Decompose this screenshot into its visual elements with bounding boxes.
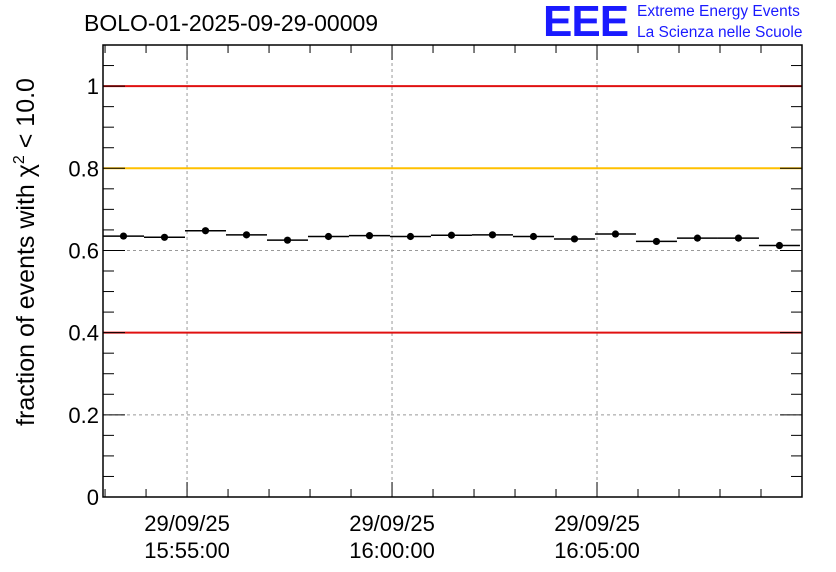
x-tick-label-date: 29/09/25 bbox=[349, 511, 435, 536]
y-axis-label-main: fraction of events with χ bbox=[12, 164, 40, 426]
data-point bbox=[529, 232, 538, 241]
plot-border bbox=[102, 44, 803, 498]
x-tick-label-time: 16:00:00 bbox=[349, 538, 435, 563]
data-point bbox=[119, 232, 128, 240]
data-point bbox=[365, 232, 374, 240]
data-point bbox=[242, 231, 251, 239]
data-point bbox=[488, 231, 497, 239]
y-axis-label-superscript: 2 bbox=[11, 155, 28, 164]
reference-lines bbox=[103, 85, 802, 334]
data-point bbox=[611, 230, 620, 238]
data-point bbox=[201, 227, 210, 235]
plot-frame bbox=[102, 44, 803, 498]
y-tick-label: 1 bbox=[87, 74, 99, 99]
data-point bbox=[447, 231, 456, 239]
x-tick-label-time: 15:55:00 bbox=[144, 538, 230, 563]
y-tick-label: 0.2 bbox=[68, 403, 99, 428]
data-point bbox=[775, 241, 784, 250]
x-tick-label-date: 29/09/25 bbox=[144, 511, 230, 536]
grid-lines bbox=[103, 45, 802, 497]
chart-title: BOLO-01-2025-09-29-00009 bbox=[84, 10, 379, 36]
x-tick-label-time: 16:05:00 bbox=[554, 538, 640, 563]
data-points bbox=[103, 227, 800, 250]
data-point bbox=[693, 234, 702, 242]
data-point bbox=[283, 236, 292, 244]
logo-subtitle-line2: La Scienza nelle Scuole bbox=[637, 24, 803, 41]
y-tick-label: 0 bbox=[87, 485, 99, 510]
data-point bbox=[570, 235, 579, 243]
y-tick-label: 0.8 bbox=[68, 156, 99, 181]
data-point bbox=[324, 232, 333, 241]
y-tick-label: 0.6 bbox=[68, 238, 99, 263]
y-axis-label-tail: < 10.0 bbox=[12, 78, 40, 155]
data-point bbox=[160, 233, 169, 241]
data-point bbox=[406, 232, 415, 241]
logo-subtitle-line1: Extreme Energy Events bbox=[637, 3, 800, 20]
x-tick-label-date: 29/09/25 bbox=[554, 511, 640, 536]
data-point bbox=[734, 234, 743, 242]
y-axis-ticks: 0 0.2 0.4 0.6 0.8 1 bbox=[68, 44, 802, 510]
data-point bbox=[652, 237, 661, 246]
x-axis-ticks: 29/09/2515:55:0029/09/2516:00:0029/09/25… bbox=[104, 45, 803, 563]
eee-logo: EEE bbox=[543, 0, 629, 46]
y-axis-label: fraction of events with χ2 < 10.0 bbox=[11, 78, 40, 426]
y-tick-label: 0.4 bbox=[68, 321, 99, 346]
